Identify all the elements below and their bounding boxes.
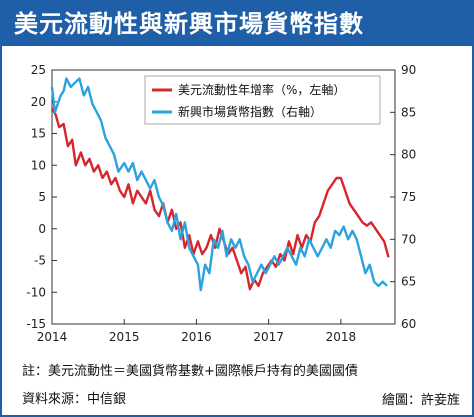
x-tick-label: 2016 (181, 330, 212, 344)
y-right-tick-label: 75 (401, 190, 416, 204)
series-lines (50, 77, 390, 292)
y-right-tick-label: 90 (401, 63, 416, 77)
credit-note: 繪圖：許妾旌 (381, 393, 460, 408)
y-right-tick-label: 65 (401, 275, 416, 289)
x-tick-label: 2014 (37, 330, 68, 344)
y-left-tick-label: 15 (31, 127, 46, 141)
series-line-em-currency (50, 77, 388, 292)
y-left-tick-label: 5 (38, 190, 46, 204)
y-right-tick-label: 85 (401, 105, 416, 119)
legend: 美元流動性年增率（%，左軸） 新興市場貨幣指數（右軸） (144, 75, 381, 125)
x-tick-label: 2018 (326, 330, 357, 344)
footnote: 註：美元流動性＝美國貨幣基數+國際帳戶持有的美國國債 (22, 364, 358, 379)
x-tick-label: 2017 (253, 330, 284, 344)
series-line-liquidity (50, 107, 390, 291)
y-left-tick-label: 20 (31, 95, 46, 109)
legend-box (144, 75, 381, 125)
source-note: 資料來源：中信銀 (22, 392, 127, 407)
y-right-tick-label: 80 (401, 148, 416, 162)
y-right-tick-label: 60 (401, 317, 416, 331)
legend-label-red: 美元流動性年增率（%，左軸） (178, 82, 345, 97)
legend-label-blue: 新興市場貨幣指數（右軸） (178, 104, 322, 119)
y-left-tick-label: 10 (31, 158, 46, 172)
y-left-tick-label: -5 (34, 254, 46, 268)
y-left-tick-label: 25 (31, 63, 46, 77)
x-tick-label: 2015 (109, 330, 140, 344)
chart-area: 25 20 15 10 5 0 -5 -10 -15 90 85 80 75 70 65 60 2014 2015… (2, 46, 472, 368)
notes: 註：美元流動性＝美國貨幣基數+國際帳戶持有的美國國債 資料來源：中信銀 (22, 360, 462, 414)
y-left-tick-label: -15 (26, 317, 46, 331)
y-left-tick-label: -10 (26, 285, 46, 299)
y-right-tick-label: 70 (401, 232, 416, 246)
chart-title: 美元流動性與新興市場貨幣指數 (2, 2, 472, 46)
y-left-tick-label: 0 (38, 222, 46, 236)
